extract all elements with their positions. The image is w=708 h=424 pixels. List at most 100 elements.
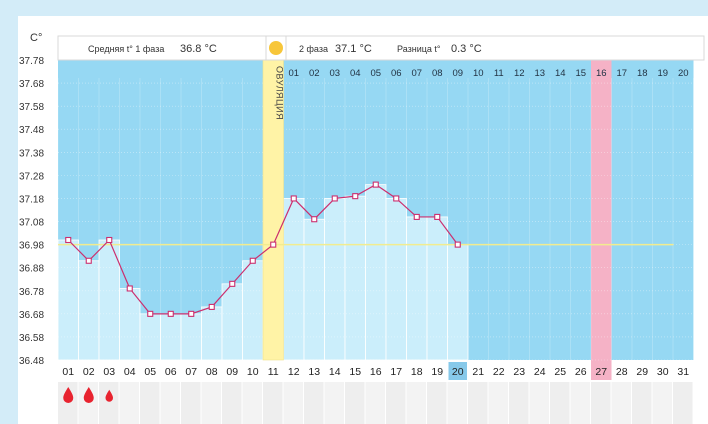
temperature-point xyxy=(270,241,277,248)
temperature-point xyxy=(372,181,379,188)
symptom-cell xyxy=(591,382,611,424)
y-tick-label: 36.68 xyxy=(19,310,44,321)
x-tick-label: 05 xyxy=(144,366,156,378)
y-tick-label: 37.18 xyxy=(19,194,44,205)
temperature-bar xyxy=(119,288,141,361)
temperature-bar xyxy=(324,198,346,361)
symptom-strip xyxy=(58,382,693,424)
x-tick-label: 16 xyxy=(370,366,382,378)
symptom-cell xyxy=(324,382,344,424)
symptom-cell xyxy=(550,382,570,424)
x-tick-label: 29 xyxy=(636,366,648,378)
temperature-point xyxy=(85,257,92,264)
x-tick-label: 31 xyxy=(677,366,689,378)
temperature-point xyxy=(106,236,113,244)
temperature-bar xyxy=(221,283,243,361)
symptom-cell xyxy=(58,382,78,424)
x-tick-label: 12 xyxy=(288,366,300,378)
symptom-cell xyxy=(304,382,324,424)
x-tick-label: 06 xyxy=(165,366,177,378)
x-tick-label: 28 xyxy=(616,366,628,378)
phase2-info-box xyxy=(285,35,705,61)
x-tick-label: 17 xyxy=(390,366,402,378)
symptom-cell xyxy=(447,382,467,424)
x-tick-label: 13 xyxy=(308,366,320,378)
x-tick-label: 24 xyxy=(534,366,546,378)
x-tick-label: 27 xyxy=(595,366,607,378)
blood-drop-icon xyxy=(83,387,94,403)
phase2-tick-label: 15 xyxy=(575,68,586,79)
y-tick-label: 37.28 xyxy=(19,171,44,182)
temperature-point xyxy=(393,195,400,202)
symptom-cell xyxy=(673,382,693,424)
symptom-cell xyxy=(140,382,160,424)
blood-drop-icon xyxy=(63,387,74,403)
x-tick-label: 22 xyxy=(493,366,505,378)
symptom-cell xyxy=(529,382,549,424)
symptom-cell xyxy=(78,382,98,424)
phase2-tick-label: 06 xyxy=(391,68,402,79)
x-tick-label: 08 xyxy=(206,366,218,378)
y-tick-label: 37.68 xyxy=(19,79,44,90)
phase2-tick-label: 19 xyxy=(657,68,668,79)
y-axis-ticks: 37.78 37.68 37.58 37.48 37.38 37.28 37.18 37.08… xyxy=(19,56,44,367)
x-tick-label: 19 xyxy=(431,366,443,378)
x-tick-label: 25 xyxy=(554,366,566,378)
symptom-cell xyxy=(242,382,262,424)
temperature-point xyxy=(65,236,72,244)
symptom-cell xyxy=(468,382,488,424)
phase2-tick-label: 12 xyxy=(514,68,525,79)
symptom-cell xyxy=(406,382,426,424)
x-tick-label: 30 xyxy=(657,366,669,378)
temperature-point xyxy=(352,193,359,200)
y-tick-label: 37.58 xyxy=(19,102,44,113)
temperature-bar xyxy=(242,260,264,361)
temperature-point xyxy=(331,195,338,202)
temperature-point xyxy=(126,285,133,292)
x-tick-label: 01 xyxy=(62,366,74,378)
symptom-cell xyxy=(652,382,672,424)
temperature-bar xyxy=(344,195,366,361)
temperature-bar xyxy=(447,244,469,361)
blood-drop-icon xyxy=(105,389,113,402)
temperature-bar xyxy=(201,306,223,361)
x-tick-label: 21 xyxy=(472,366,484,378)
phase2-tick-label: 18 xyxy=(637,68,648,79)
temperature-point xyxy=(229,280,236,287)
temperature-bar xyxy=(57,239,79,361)
temperature-point xyxy=(188,310,195,317)
temperature-bar xyxy=(385,198,407,361)
phase2-tick-label: 07 xyxy=(411,68,422,79)
ovulation-label: ОВУЛЯЦИЯ xyxy=(274,66,284,120)
x-tick-label: 10 xyxy=(247,366,259,378)
difference-label: Разница t° xyxy=(397,44,441,54)
temperature-point xyxy=(434,213,441,220)
phase1-label: Средняя t° 1 фаза xyxy=(88,44,164,54)
y-tick-label: 37.48 xyxy=(19,125,44,136)
phase2-label: 2 фаза xyxy=(299,44,328,54)
symptom-cell xyxy=(119,382,139,424)
x-tick-label: 18 xyxy=(411,366,423,378)
y-tick-label: 36.78 xyxy=(19,287,44,298)
temperature-bar xyxy=(406,216,428,361)
symptom-cell xyxy=(488,382,508,424)
phase2-tick-label: 09 xyxy=(452,68,463,79)
temperature-point xyxy=(413,213,420,220)
phase2-tick-label: 14 xyxy=(555,68,566,79)
temperature-point xyxy=(249,257,256,264)
temperature-bar xyxy=(78,260,100,361)
phase2-tick-label: 05 xyxy=(370,68,381,79)
phase2-tick-label: 20 xyxy=(678,68,689,79)
ovulation-band: ОВУЛЯЦИЯ xyxy=(262,59,284,361)
symptom-cell xyxy=(222,382,242,424)
highlighted-day-column xyxy=(591,60,612,380)
temperature-point xyxy=(290,195,297,202)
current-day-highlight xyxy=(448,362,467,380)
x-tick-label: 23 xyxy=(513,366,525,378)
symptom-cell xyxy=(509,382,529,424)
y-tick-label: 36.98 xyxy=(19,241,44,252)
symptom-cell xyxy=(570,382,590,424)
temperature-bars xyxy=(57,184,469,361)
y-tick-label: 36.48 xyxy=(19,356,44,367)
phase1-value: 36.8 °C xyxy=(180,43,217,55)
